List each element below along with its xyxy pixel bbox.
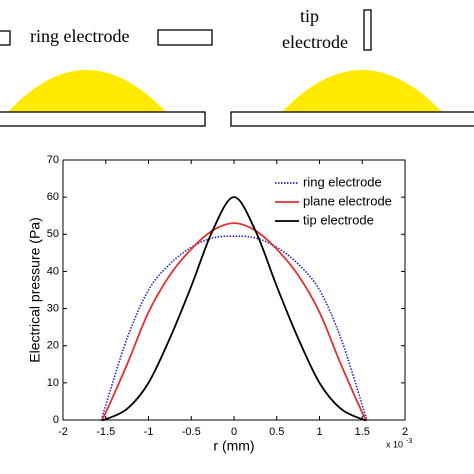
- line: [100, 235, 368, 421]
- x-tick-label: 1.5: [355, 426, 370, 438]
- y-tick-label: 30: [47, 302, 59, 314]
- y-tick-label: 10: [47, 377, 59, 389]
- tip-electrode: [363, 9, 372, 51]
- ring-electrode-part: [0, 30, 11, 46]
- y-tick-label: 20: [47, 340, 59, 352]
- x-multiplier-exponent: -3: [406, 438, 412, 445]
- ring-label: ring electrode: [30, 26, 129, 46]
- legend-label: ring electrode: [303, 174, 382, 189]
- x-tick-label: -1: [144, 426, 154, 438]
- x-tick-label: 0.5: [269, 426, 284, 438]
- y-tick-label: 60: [47, 191, 59, 203]
- y-tick-label: 40: [47, 265, 59, 277]
- substrate: [230, 111, 474, 127]
- x-multiplier: x 10: [386, 439, 403, 449]
- x-tick-label: 2: [402, 426, 408, 438]
- x-tick-label: -0.5: [182, 426, 201, 438]
- ring-electrode-part: [157, 29, 213, 46]
- x-axis-label: r (mm): [213, 438, 254, 454]
- tip-label: tip: [300, 6, 319, 26]
- y-tick-label: 50: [47, 228, 59, 240]
- line: [100, 222, 368, 421]
- x-tick-label: 0: [231, 426, 237, 438]
- droplet: [282, 70, 442, 112]
- y-tick-label: 70: [47, 154, 59, 166]
- legend-label: plane electrode: [303, 193, 392, 208]
- tip-label: electrode: [282, 32, 348, 52]
- line: [101, 196, 367, 422]
- y-tick-label: 0: [53, 414, 59, 426]
- y-axis-label: Electrical pressure (Pa): [27, 217, 43, 363]
- x-tick-label: -2: [58, 426, 68, 438]
- x-tick-label: 1: [316, 426, 322, 438]
- legend-label: tip electrode: [303, 212, 374, 227]
- substrate: [0, 111, 206, 127]
- x-tick-label: -1.5: [96, 426, 115, 438]
- droplet: [8, 70, 166, 112]
